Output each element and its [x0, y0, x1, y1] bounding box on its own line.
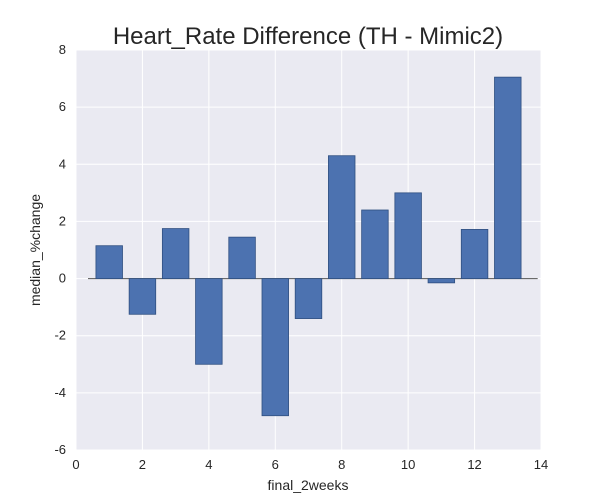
bars	[95, 76, 522, 417]
bar	[95, 245, 123, 279]
bar	[195, 278, 223, 365]
y-tick-label: 6	[59, 99, 66, 114]
x-tick-label: 10	[401, 457, 415, 472]
bar	[494, 76, 522, 279]
x-tick-label: 4	[205, 457, 212, 472]
y-tick-label: -2	[54, 328, 66, 343]
bar	[460, 229, 489, 279]
x-tick-label: 12	[467, 457, 481, 472]
y-tick-label: -6	[54, 442, 66, 457]
y-tick-label: 8	[59, 42, 66, 57]
bar	[261, 278, 289, 417]
bar	[361, 209, 389, 279]
y-tick-label: 4	[59, 156, 66, 171]
x-tick-label: 6	[272, 457, 279, 472]
chart-title: Heart_Rate Difference (TH - Mimic2)	[113, 23, 503, 50]
y-tick-labels: -6 -4 -2 0 2 4 6 8	[54, 42, 66, 457]
bar	[394, 192, 422, 279]
x-axis-label: final_2weeks	[268, 477, 349, 493]
bar	[427, 278, 456, 284]
x-tick-label: 14	[534, 457, 548, 472]
bar	[328, 155, 356, 279]
x-tick-label: 2	[139, 457, 146, 472]
x-tick-label: 0	[72, 457, 79, 472]
bar	[294, 278, 323, 319]
bar	[128, 278, 157, 315]
x-tick-labels: 0 2 4 6 8 10 12 14	[72, 457, 548, 472]
y-tick-label: -4	[54, 385, 66, 400]
y-tick-label: 2	[59, 213, 66, 228]
y-axis-label: median_%change	[27, 194, 43, 306]
x-tick-label: 8	[338, 457, 345, 472]
y-tick-label: 0	[59, 271, 66, 286]
bar	[228, 236, 256, 279]
grid	[75, 49, 542, 451]
bar	[161, 228, 190, 279]
